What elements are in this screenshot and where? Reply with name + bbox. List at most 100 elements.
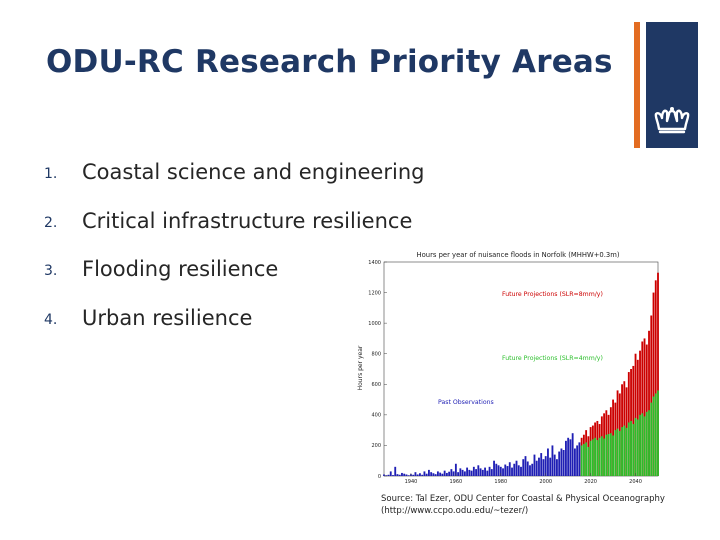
bar [643,338,646,476]
bar [407,475,410,476]
bar [403,473,406,476]
bar [549,457,552,476]
annotation-slr8: Future Projections (SLR=8mm/y) [502,291,603,298]
bar [421,474,424,476]
bar [636,419,639,476]
bar [612,435,614,476]
bar [571,433,574,476]
bar [481,469,484,476]
bar [493,460,495,476]
bar [425,473,428,476]
bar [495,463,498,476]
x-tick-label: 2000 [539,479,552,485]
bar [605,434,608,476]
bar [502,468,504,476]
bar [625,427,628,476]
bar [452,471,455,476]
bar [513,463,516,476]
bar [448,471,451,476]
bar [598,437,601,476]
bar [547,448,549,476]
annotation-slr4: Future Projections (SLR=4mm/y) [502,355,603,362]
y-axis-label: Hours per year [357,345,364,390]
x-tick-label: 1980 [494,479,507,485]
bar [648,330,650,476]
bar [569,439,572,476]
bar [634,417,637,476]
bar [392,475,394,476]
list-item-number: 2. [44,215,58,231]
bar [609,433,612,476]
bar [439,472,442,476]
bar [401,472,403,476]
bar [385,475,388,476]
bar [511,467,513,476]
bar [632,424,635,476]
bar [504,464,507,476]
bar [600,436,603,476]
bar [524,456,527,476]
bar [650,315,653,476]
bar [596,440,599,476]
bar [461,469,464,476]
bar [623,425,626,476]
bar [394,466,397,476]
bar [416,474,419,476]
bar [540,453,543,476]
bar [603,438,606,476]
bar [396,474,399,476]
slide-title: ODU-RC Research Priority Areas [46,44,613,80]
bar [654,393,657,476]
source-note: Source: Tal Ezer, ODU Center for Coastal… [381,494,665,517]
bar [468,469,471,476]
list-item-text: Flooding resilience [82,257,279,281]
bar [643,416,646,476]
x-tick-label: 1960 [450,479,463,485]
bar [430,472,433,476]
bar [490,469,493,476]
bar [499,466,502,476]
list-item-text: Coastal science and engineering [82,160,425,184]
bar [618,430,621,476]
ticks-group: 0 200 400 600 800 1000 1200 1400 1940 1960 1980 200… [368,260,642,485]
bar [641,341,644,476]
bar [445,472,448,476]
bar [497,465,500,476]
bar [582,443,585,476]
x-tick-label: 2020 [584,479,597,485]
bar [414,472,417,476]
list-item-text: Critical infrastructure resilience [82,209,413,233]
y-tick-label: 600 [371,382,381,388]
bar [632,365,635,476]
bar [562,450,565,476]
bar [484,467,486,476]
bar [443,470,446,476]
bar [457,472,460,476]
bar [650,402,653,476]
bar [459,468,462,476]
bar [580,445,583,476]
bar [387,474,390,476]
y-tick-label: 800 [371,352,381,358]
bar [558,451,561,476]
bar [639,350,641,476]
bar [434,474,437,476]
bar [567,437,570,476]
y-tick-label: 0 [378,474,381,480]
bar [560,448,563,476]
bar [553,454,556,476]
bar [520,466,522,476]
y-tick-label: 200 [371,443,381,449]
list-item-number: 1. [44,166,58,182]
accent-bar [634,22,640,148]
bar [630,420,632,476]
bar [450,469,453,476]
bar [587,446,590,476]
bar [475,469,477,476]
bar [594,437,597,476]
bar [466,467,469,476]
bar [614,430,617,476]
y-tick-label: 1000 [368,321,381,327]
bar [486,470,489,476]
bar [573,448,576,476]
